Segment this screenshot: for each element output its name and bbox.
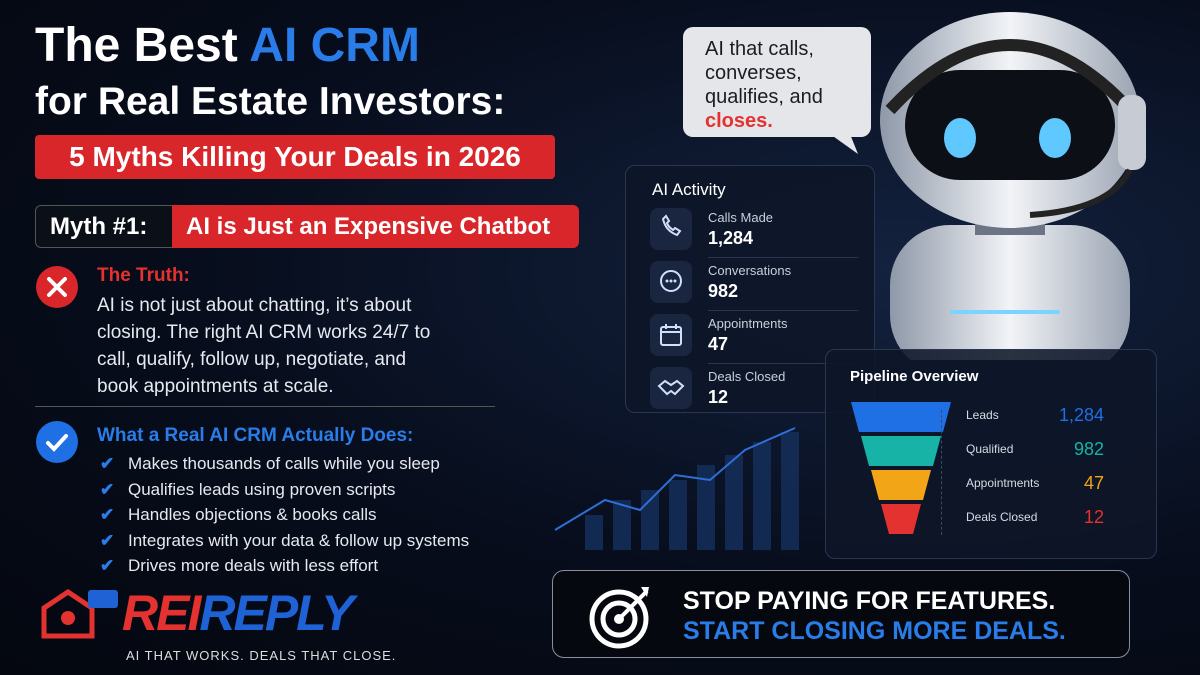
check-mark: ✔ — [100, 505, 115, 524]
check-mark: ✔ — [100, 530, 115, 550]
does-item: Integrates with your data & follow up sy… — [128, 530, 470, 550]
stage-value: 1,284 — [1058, 405, 1104, 425]
stage-label: Appointments — [966, 476, 1040, 490]
cta-box: STOP PAYING FOR FEATURES. START CLOSING … — [552, 570, 1130, 658]
subtitle: 5 Myths Killing Your Deals in 2026 — [35, 135, 555, 179]
activity-title: AI Activity — [652, 180, 726, 199]
activity-label: Conversations — [708, 263, 792, 278]
decor-bars — [554, 427, 799, 550]
truth-body: AI is not just about chatting, it’s abou… — [97, 295, 431, 397]
check-icon — [36, 421, 78, 463]
target-icon — [589, 587, 649, 649]
cta-line1: STOP PAYING FOR FEATURES. — [683, 587, 1056, 615]
stage-label: Leads — [966, 408, 999, 422]
speech-bubble: AI that calls, converses, qualifies, and… — [683, 27, 871, 137]
logo-tagline: AI THAT WORKS. DEALS THAT CLOSE. — [126, 648, 397, 663]
does-item: Handles objections & books calls — [128, 505, 377, 524]
activity-icon — [650, 367, 692, 409]
icon-glyph — [660, 324, 682, 346]
logo: REIREPLY — [40, 584, 354, 642]
logo-rei: REI — [122, 585, 201, 641]
truth-heading: The Truth: — [97, 265, 190, 286]
funnel — [851, 402, 951, 534]
activity-icon — [650, 261, 692, 303]
does-item: Makes thousands of calls while you sleep — [128, 454, 440, 473]
check-mark: ✔ — [100, 479, 115, 499]
myth-label: Myth #1: — [50, 213, 148, 240]
stage-label: Qualified — [966, 442, 1014, 456]
title-line1: The Best AI CRM — [35, 18, 420, 73]
title-highlight: AI CRM — [249, 19, 420, 72]
activity-value: 47 — [708, 334, 729, 354]
icon-glyph — [660, 270, 682, 292]
activity-divider — [708, 363, 858, 364]
stage-label: Deals Closed — [966, 510, 1038, 524]
divider — [35, 406, 495, 407]
stage-value: 12 — [1083, 507, 1104, 527]
funnel-arrow — [941, 410, 942, 535]
activity-icon — [650, 208, 692, 250]
bubble-tail — [830, 134, 858, 154]
activity-divider — [708, 257, 858, 258]
check-mark: ✔ — [100, 454, 115, 473]
activity-label: Calls Made — [708, 210, 774, 225]
funnel-stage — [881, 504, 921, 534]
does-item: Qualifies leads using proven scripts — [128, 479, 396, 499]
myth-text: AI is Just an Expensive Chatbot — [172, 205, 579, 248]
activity-divider — [708, 310, 858, 311]
activity-value: 12 — [708, 387, 729, 407]
funnel-stage — [871, 470, 931, 500]
x-icon — [36, 266, 78, 308]
activity-value: 982 — [708, 281, 739, 301]
robot — [880, 12, 1146, 360]
logo-reply: REPLY — [199, 585, 354, 641]
check-mark: ✔ — [100, 556, 115, 575]
activity-label: Deals Closed — [708, 369, 786, 384]
pipeline-title: Pipeline Overview — [850, 368, 979, 385]
activity-icon — [650, 314, 692, 356]
does-item: Drives more deals with less effort — [128, 556, 379, 575]
icon-glyph — [657, 379, 685, 396]
pipeline-panel: Pipeline Overview Leads 1,284 Qualified 982… — [825, 349, 1157, 559]
stage-value: 982 — [1073, 439, 1104, 459]
myth-box: Myth #1: AI is Just an Expensive Chatbot — [35, 205, 579, 248]
activity-value: 1,284 — [708, 228, 754, 248]
icon-glyph — [661, 214, 682, 237]
activity-label: Appointments — [708, 316, 788, 331]
cta-line2: START CLOSING MORE DEALS. — [683, 617, 1066, 645]
speech-highlight: closes. — [705, 110, 773, 132]
funnel-stage — [851, 402, 951, 432]
does-heading: What a Real AI CRM Actually Does: — [97, 425, 414, 446]
stage-value: 47 — [1083, 473, 1104, 493]
funnel-stage — [861, 436, 941, 466]
title-line2: for Real Estate Investors: — [35, 80, 506, 123]
logo-icon — [41, 588, 118, 639]
speech-text: AI that calls, converses, qualifies, and — [705, 38, 823, 108]
title-pre: The Best — [35, 19, 238, 72]
